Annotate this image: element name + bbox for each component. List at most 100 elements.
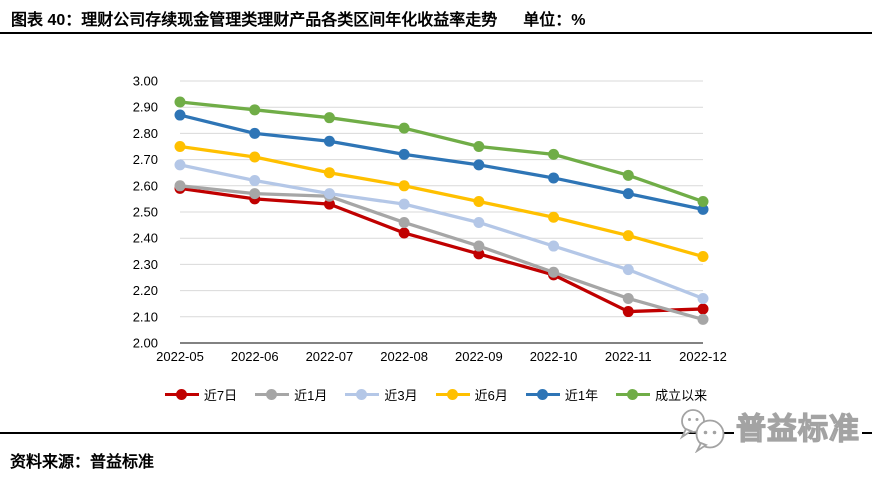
legend-dot	[627, 389, 639, 400]
data-point	[323, 112, 335, 124]
data-point	[174, 141, 186, 152]
y-axis-label: 2.40	[133, 231, 158, 246]
data-point	[697, 251, 709, 263]
y-axis-label: 2.60	[133, 178, 158, 193]
source-note: 资料来源：普益标准	[10, 454, 155, 471]
figure-title: 图表 40：理财公司存续现金管理类理财产品各类区间年化收益率走势 单位：%	[11, 6, 866, 30]
wechat-icon	[679, 409, 725, 453]
data-point	[174, 109, 186, 121]
series-line	[178, 186, 705, 314]
data-point	[622, 264, 634, 276]
data-point	[622, 188, 634, 200]
data-point	[473, 159, 485, 171]
legend-label: 近6月	[474, 388, 508, 403]
data-point	[473, 240, 485, 252]
data-point	[473, 141, 485, 152]
y-axis-label: 2.90	[133, 100, 158, 115]
data-point	[473, 196, 485, 208]
data-point	[249, 151, 261, 163]
data-point	[548, 269, 560, 281]
figure-title-text: 图表 40：理财公司存续现金管理类理财产品各类区间年化收益率走势	[11, 12, 498, 29]
x-axis-label: 2022-12	[679, 349, 727, 364]
data-point	[697, 303, 709, 315]
data-point	[249, 193, 261, 205]
legend-dot	[356, 389, 368, 400]
data-point	[473, 216, 485, 228]
x-axis-label: 2022-09	[455, 349, 503, 364]
data-point	[398, 216, 410, 228]
legend-dot	[175, 389, 187, 400]
data-point	[398, 122, 410, 134]
figure-unit-label: 单位：%	[523, 12, 586, 29]
chart-legend: 近7日 近1月 近3月 近6月 近1年 成立以来	[0, 385, 872, 404]
data-point	[548, 148, 560, 160]
data-point	[174, 159, 186, 171]
data-point	[249, 104, 261, 116]
data-point	[323, 167, 335, 179]
data-point	[249, 127, 261, 139]
x-axis-label: 2022-05	[156, 349, 204, 364]
data-point	[697, 292, 709, 304]
data-point	[398, 198, 410, 210]
data-point	[249, 175, 261, 187]
data-point	[697, 203, 709, 215]
y-axis-label: 2.80	[133, 126, 158, 141]
legend-label: 近1年	[564, 388, 599, 403]
legend-marker	[525, 389, 560, 400]
legend-marker	[616, 389, 651, 400]
data-point	[697, 313, 709, 325]
data-point	[398, 227, 410, 239]
legend-dot	[446, 389, 458, 400]
legend-item: 近7日	[164, 385, 238, 404]
series-line	[178, 144, 705, 259]
legend-item: 成立以来	[616, 385, 707, 404]
y-axis-label: 2.10	[133, 309, 158, 324]
data-point	[548, 211, 560, 223]
data-point	[622, 169, 634, 181]
brand-watermark: 普益标准	[678, 407, 862, 453]
data-point	[323, 135, 335, 147]
data-point	[249, 188, 261, 200]
series-line	[178, 113, 705, 212]
footer-divider	[0, 432, 872, 434]
x-axis-label: 2022-06	[231, 349, 279, 364]
y-axis-label: 2.30	[133, 257, 158, 272]
x-axis-label: 2022-10	[530, 349, 578, 364]
series-line	[178, 184, 705, 322]
data-point	[473, 248, 485, 260]
legend-item: 近1月	[255, 385, 327, 404]
legend-marker	[164, 389, 199, 400]
data-point	[548, 240, 560, 252]
legend-marker	[255, 389, 290, 400]
series-line	[178, 100, 705, 204]
legend-marker	[345, 389, 380, 400]
legend-label: 成立以来	[655, 388, 708, 403]
data-point	[548, 266, 560, 278]
data-point	[174, 96, 186, 108]
legend-label: 近1月	[294, 388, 328, 403]
data-point	[174, 180, 186, 192]
data-point	[323, 188, 335, 200]
x-axis-label: 2022-08	[380, 349, 428, 364]
legend-dot	[536, 389, 548, 400]
legend-item: 近3月	[345, 385, 418, 404]
data-point	[697, 196, 709, 208]
title-divider	[0, 32, 872, 34]
y-axis-label: 2.00	[133, 336, 158, 351]
y-axis-label: 3.00	[133, 74, 158, 89]
legend-label: 近3月	[384, 388, 418, 403]
data-point	[323, 198, 335, 210]
x-axis-label: 2022-11	[605, 349, 652, 364]
x-axis-label: 2022-07	[306, 349, 354, 364]
data-point	[174, 182, 186, 194]
data-point	[548, 172, 560, 184]
legend-dot	[266, 389, 278, 400]
legend-label: 近7日	[203, 388, 238, 403]
legend-item: 近6月	[435, 385, 508, 404]
y-axis-label: 2.50	[133, 205, 158, 220]
y-axis-label: 2.70	[133, 152, 158, 167]
legend-marker	[435, 389, 470, 400]
data-point	[398, 148, 410, 160]
data-point	[622, 292, 634, 304]
